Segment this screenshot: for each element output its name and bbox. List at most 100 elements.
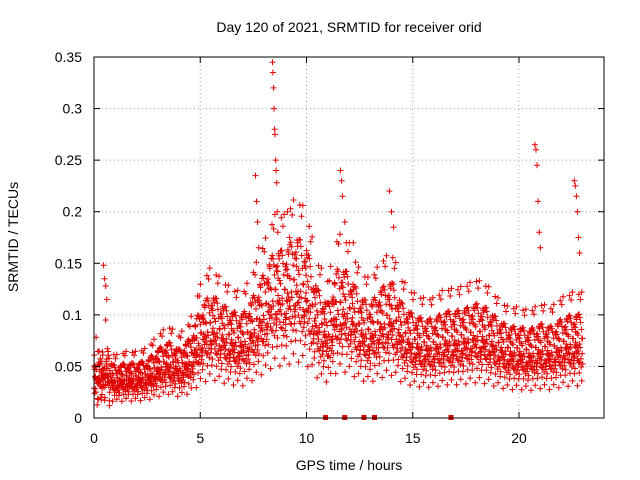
chart-title: Day 120 of 2021, SRMTID for receiver ori…	[216, 19, 481, 35]
data-point	[500, 339, 507, 345]
data-point	[305, 284, 312, 290]
data-point	[132, 395, 139, 402]
data-point	[365, 326, 372, 332]
data-point	[112, 355, 119, 362]
data-point	[256, 297, 263, 304]
data-point	[413, 322, 420, 329]
data-point	[555, 359, 562, 366]
data-point	[501, 356, 508, 363]
data-point	[550, 301, 557, 308]
data-point	[275, 292, 282, 299]
data-point	[223, 356, 230, 362]
data-point	[264, 320, 271, 327]
data-point	[389, 306, 395, 312]
data-point	[214, 334, 221, 341]
data-point	[116, 389, 123, 396]
data-point	[550, 381, 557, 388]
data-point	[569, 289, 576, 296]
data-point	[273, 167, 280, 174]
data-point	[312, 294, 318, 301]
data-point	[320, 363, 327, 370]
data-point	[239, 382, 246, 389]
data-point	[314, 374, 321, 381]
data-point	[525, 377, 531, 384]
data-point	[467, 329, 474, 336]
data-point	[317, 299, 324, 306]
data-point	[321, 316, 328, 322]
data-point	[354, 269, 361, 276]
data-point	[246, 359, 253, 366]
data-point	[278, 342, 285, 349]
data-point	[390, 281, 397, 288]
data-point	[242, 290, 249, 297]
data-point	[445, 308, 452, 315]
data-point	[269, 252, 276, 259]
data-point	[261, 316, 267, 323]
data-point	[203, 320, 210, 327]
data-point	[195, 342, 202, 349]
data-point	[174, 393, 181, 400]
data-point	[347, 336, 354, 343]
data-point	[253, 259, 260, 266]
data-point	[278, 324, 284, 331]
data-point	[375, 344, 382, 351]
data-point	[528, 343, 535, 350]
data-point	[251, 349, 258, 356]
data-point	[172, 380, 179, 387]
data-point	[274, 334, 281, 341]
data-point	[339, 284, 346, 291]
data-point	[483, 308, 490, 315]
data-point	[416, 334, 423, 341]
data-point	[398, 322, 405, 328]
data-point	[436, 311, 443, 318]
data-point	[579, 360, 586, 367]
data-point	[277, 280, 284, 287]
data-point	[537, 360, 544, 367]
data-point	[426, 335, 433, 342]
data-point	[213, 272, 220, 279]
data-point	[243, 320, 250, 327]
data-point	[407, 330, 414, 337]
y-tick-label: 0.1	[63, 307, 83, 323]
data-point	[210, 325, 216, 332]
data-point	[432, 367, 439, 374]
data-point	[417, 295, 424, 302]
data-point	[501, 302, 508, 309]
data-point	[573, 193, 580, 200]
data-point	[224, 313, 231, 320]
data-point	[539, 324, 546, 331]
data-point	[502, 365, 509, 372]
data-point	[276, 277, 283, 284]
data-point	[534, 370, 541, 377]
data-point	[279, 325, 286, 332]
data-point	[130, 377, 137, 384]
data-point	[553, 369, 560, 376]
data-point	[518, 351, 525, 358]
data-point	[556, 336, 563, 343]
data-point	[376, 360, 383, 367]
data-point	[280, 271, 287, 278]
data-point	[190, 359, 197, 366]
data-point	[218, 360, 225, 367]
data-point	[419, 301, 426, 308]
data-point	[399, 344, 406, 351]
data-point	[482, 326, 488, 333]
data-point	[270, 84, 277, 91]
data-point	[216, 273, 223, 280]
data-point	[448, 285, 455, 292]
data-point	[137, 369, 144, 376]
data-point	[304, 297, 311, 304]
data-point	[463, 355, 470, 362]
data-point	[316, 329, 323, 336]
data-point	[467, 375, 474, 382]
data-point	[314, 311, 321, 318]
data-point	[168, 330, 175, 337]
data-point	[388, 372, 395, 379]
data-point	[495, 294, 501, 301]
data-point	[411, 378, 418, 385]
data-point	[184, 365, 191, 372]
data-point	[250, 339, 257, 346]
data-point	[190, 371, 197, 378]
data-point	[418, 318, 425, 325]
data-point	[202, 319, 209, 326]
